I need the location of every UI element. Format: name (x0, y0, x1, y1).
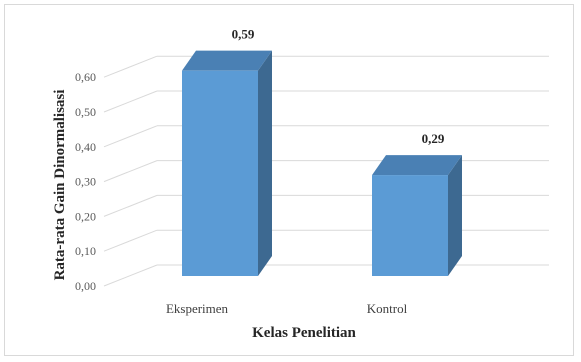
y-tick-labels: 0,00 0,10 0,20 0,30 0,40 0,50 0,60 (75, 70, 96, 293)
chart-frame (4, 4, 574, 356)
x-category-labels: Eksperimen Kontrol (166, 301, 408, 316)
bar-top (372, 155, 462, 176)
y-tick-label: 0,30 (75, 175, 96, 189)
y-tick-label: 0,40 (75, 140, 96, 154)
bar-side (448, 155, 462, 276)
x-axis-title: Kelas Penelitian (252, 325, 356, 341)
gridline-side (103, 229, 158, 252)
bar (182, 70, 258, 277)
data-label: 0,59 (232, 27, 255, 42)
x-category-label: Eksperimen (166, 301, 229, 316)
y-tick-label: 0,00 (75, 279, 96, 293)
bars (182, 50, 462, 277)
data-label: 0,29 (422, 131, 445, 146)
gridline-side (103, 125, 158, 148)
y-axis-title: Rata-rata Gain Dinormalisasi (52, 90, 68, 281)
gridline-side (103, 55, 158, 78)
gridline-side (103, 90, 158, 113)
y-tick-label: 0,50 (75, 105, 96, 119)
bar-top (182, 50, 272, 71)
y-tick-label: 0,10 (75, 244, 96, 258)
bar-side (258, 50, 272, 277)
x-category-label: Kontrol (367, 301, 408, 316)
data-labels: 0,59 0,29 (232, 27, 445, 146)
y-tick-label: 0,60 (75, 70, 96, 84)
gridline-side (103, 194, 158, 217)
gridline-side (103, 264, 158, 287)
bar (372, 175, 448, 276)
gridline-side (103, 160, 158, 183)
y-tick-label: 0,20 (75, 209, 96, 223)
gridlines (103, 55, 549, 287)
